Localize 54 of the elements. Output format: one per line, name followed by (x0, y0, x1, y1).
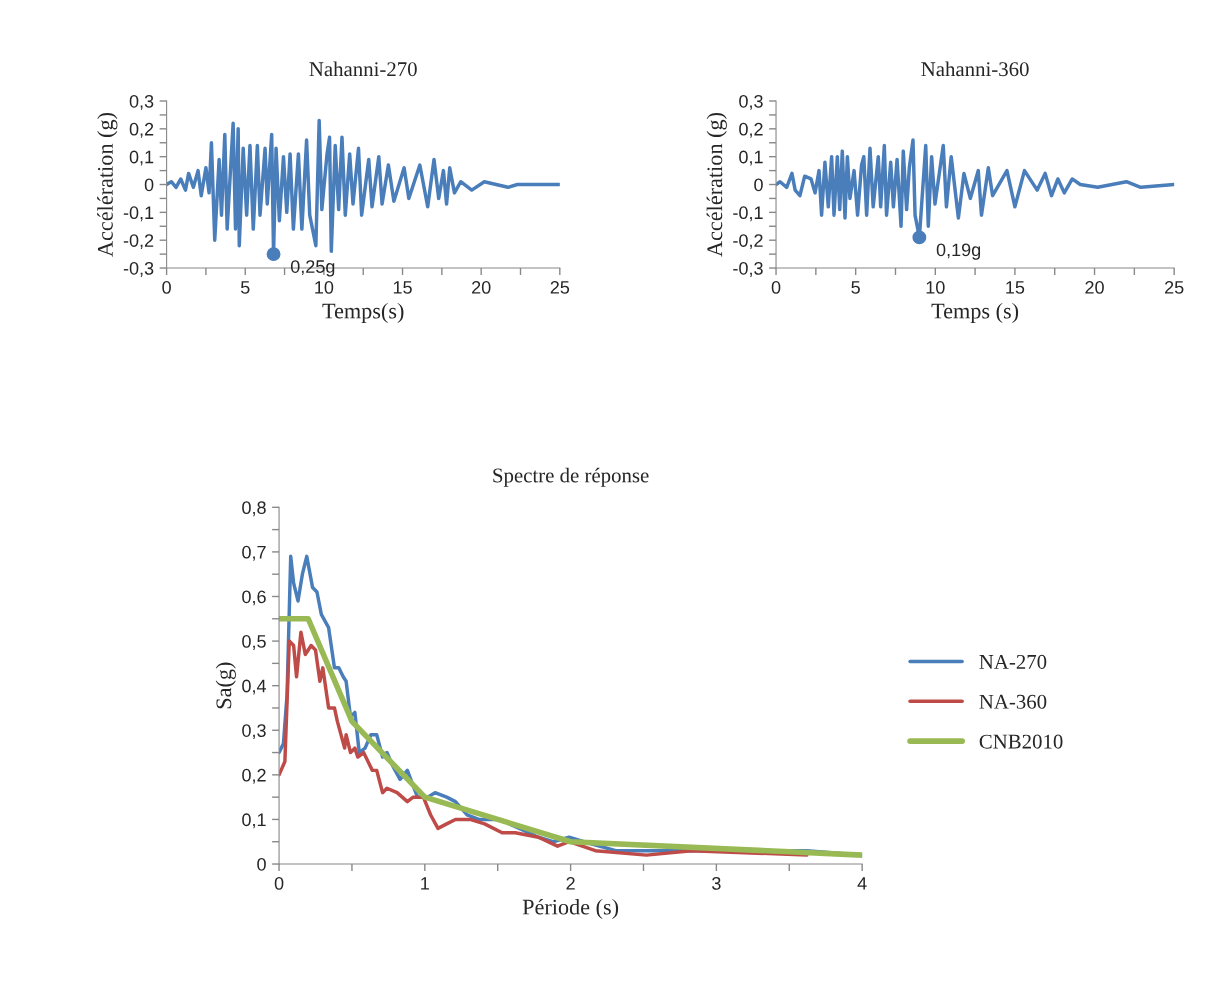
y-tick-label: 0,3 (242, 724, 266, 740)
y-tick-label: 0 (257, 857, 266, 871)
y-tick-label: 0,2 (129, 122, 154, 138)
legend-label: NA-360 (979, 694, 1047, 709)
y-axis-title: Accélération (g) (97, 113, 118, 257)
x-tick-label: 4 (857, 877, 867, 890)
x-tick-label: 10 (315, 281, 334, 294)
chart-title: Spectre de réponse (493, 467, 649, 487)
x-tick-label: 5 (851, 281, 860, 294)
y-tick-label: -0,2 (123, 234, 154, 250)
y-tick-label: 0,2 (242, 768, 266, 784)
x-axis-title: Temps (s) (931, 302, 1019, 324)
chart-title: Nahanni-270 (309, 61, 417, 77)
y-axis-title: Accélération (g) (706, 113, 727, 257)
x-tick-label: 15 (393, 281, 412, 294)
y-tick-label: -0,1 (733, 206, 763, 222)
x-tick-label: 0 (162, 281, 171, 294)
y-tick-label: 0 (754, 178, 763, 192)
legend-label: CNB2010 (979, 734, 1063, 749)
y-tick-label: 0,1 (242, 813, 266, 829)
x-tick-label: 1 (421, 877, 429, 890)
x-tick-label: 3 (712, 877, 721, 890)
x-tick-label: 20 (1085, 281, 1104, 294)
y-tick-label: 0,1 (129, 150, 154, 166)
y-tick-label: 0 (144, 178, 154, 192)
y-tick-label: -0,3 (123, 261, 154, 277)
annotation: 0,19g (936, 243, 981, 260)
y-tick-label: 0,5 (242, 635, 266, 650)
x-axis-title: Période (s) (522, 898, 619, 920)
x-tick-label: 20 (472, 281, 491, 294)
y-tick-label: -0,2 (733, 234, 763, 250)
annotation: 0,25g (290, 260, 335, 277)
x-tick-label: 10 (926, 281, 945, 294)
legend-label: NA-270 (979, 654, 1047, 669)
y-tick-label: 0,7 (242, 545, 266, 561)
chart-title: Nahanni-360 (921, 61, 1029, 77)
y-tick-label: 0,8 (242, 501, 266, 517)
y-tick-label: 0,4 (242, 679, 267, 695)
x-tick-label: 0 (274, 877, 284, 890)
y-tick-label: 0,2 (739, 122, 763, 138)
y-tick-label: -0,3 (733, 261, 763, 277)
y-axis-title: Sa(g) (215, 662, 236, 709)
y-tick-label: 0,6 (242, 590, 266, 606)
x-tick-label: 25 (550, 281, 570, 294)
x-tick-label: 0 (771, 281, 781, 294)
x-axis-title: Temps(s) (322, 302, 404, 324)
y-tick-label: 0,3 (739, 94, 763, 110)
x-tick-label: 5 (240, 281, 250, 294)
y-tick-label: -0,1 (123, 206, 154, 222)
y-tick-label: 0,1 (739, 150, 763, 166)
x-tick-label: 15 (1006, 281, 1025, 294)
x-tick-label: 25 (1165, 281, 1184, 294)
y-tick-label: 0,3 (129, 94, 154, 110)
x-tick-label: 2 (566, 877, 575, 890)
